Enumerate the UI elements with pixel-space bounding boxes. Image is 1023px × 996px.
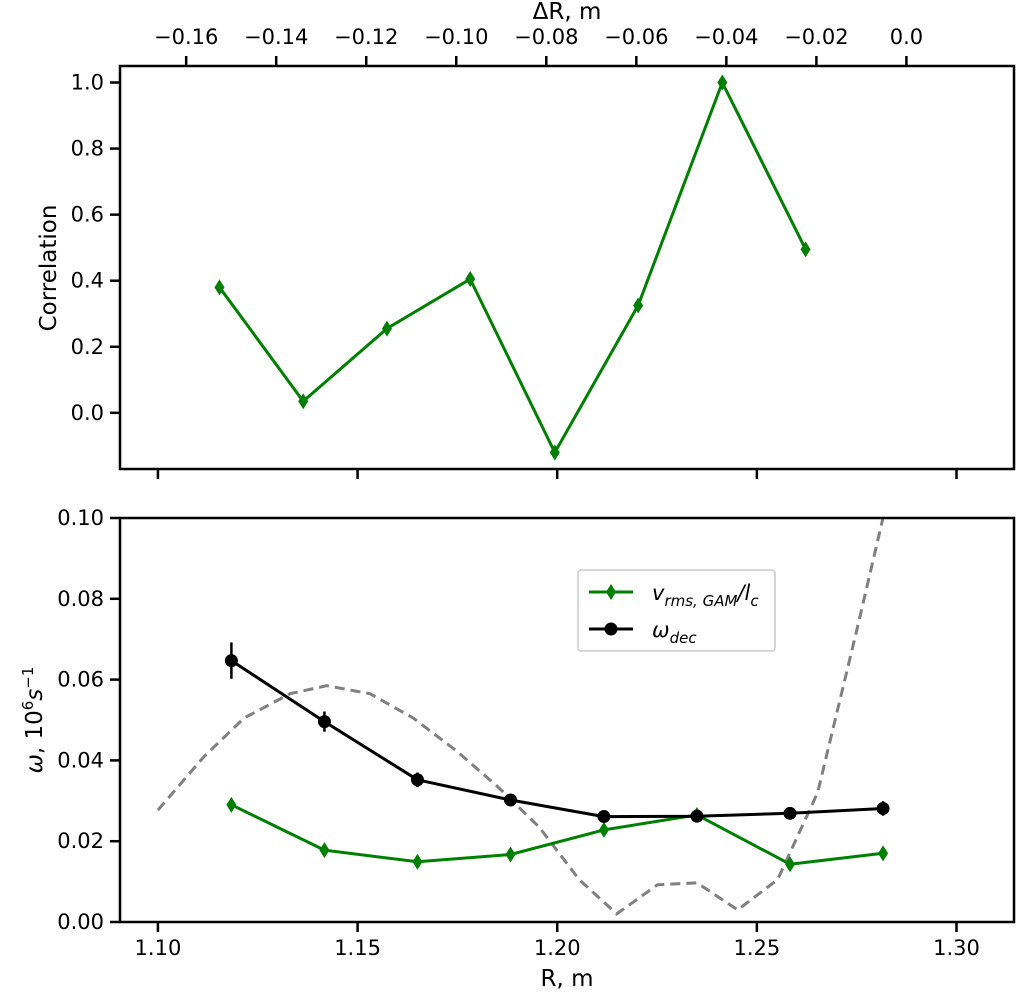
top-y-ticks: 0.0 0.2 0.4 0.6 0.8 1.0 — [71, 71, 120, 425]
vrms-point — [319, 842, 330, 859]
omega-dec-point — [504, 793, 518, 807]
bottom-y-tick-label: 0.04 — [57, 748, 104, 772]
bottom-series-layer — [156, 518, 885, 916]
top-y-tick-label: 0.2 — [71, 335, 104, 359]
legend-label-omega: ωdec — [652, 618, 697, 647]
vrms-point — [785, 856, 796, 873]
bottom-omega-panel: 1.10 1.15 1.20 1.25 1.30 0.000.020.040.060.0… — [19, 506, 1016, 992]
top-y-tick-label: 0.6 — [71, 203, 104, 227]
correlation-line — [218, 81, 807, 454]
top-plot-frame — [118, 64, 1016, 471]
bottom-plot-frame — [118, 516, 1016, 924]
vrms-point — [878, 845, 889, 862]
omega-exp2: −1 — [19, 667, 37, 689]
omega-exp: 6 — [19, 701, 37, 711]
top-axis-tick-label: −0.04 — [694, 25, 758, 49]
correlation-point — [381, 320, 392, 337]
bottom-x-tick-label: 1.20 — [534, 936, 581, 960]
vrms-point — [505, 846, 516, 863]
top-bottom-ticks — [156, 469, 958, 479]
correlation-point — [298, 393, 309, 410]
bottom-x-axis-label: R, m — [540, 966, 593, 992]
dashed-profile-line — [156, 518, 885, 916]
bottom-x-tick-label: 1.10 — [135, 936, 182, 960]
top-axis-tick-label: 0.0 — [890, 25, 923, 49]
top-axis-tick-label: −0.08 — [514, 25, 578, 49]
vrms-point — [598, 821, 609, 838]
bottom-x-tick-label: 1.30 — [933, 936, 980, 960]
omega-dec-point — [876, 801, 890, 815]
correlation-point — [717, 74, 728, 91]
bottom-y-ticks: 0.00 0.02 0.04 0.06 0.08 0.10 — [57, 506, 120, 934]
correlation-point — [800, 241, 811, 258]
bottom-y-tick-label: 0.08 — [57, 587, 104, 611]
omega-symbol: ω — [22, 754, 48, 773]
top-series-layer — [214, 74, 811, 461]
top-y-tick-label: 0.8 — [71, 137, 104, 161]
legend-marker-vrms — [606, 584, 616, 600]
top-y-tick-label: 0.0 — [71, 401, 104, 425]
bottom-y-axis-label: ω, 106s−1 — [19, 667, 48, 774]
top-x-axis-label: ΔR, m — [533, 0, 602, 25]
top-axis-tick-label: −0.06 — [604, 25, 668, 49]
top-axis-tick-label: −0.14 — [244, 25, 308, 49]
omega-dec-point — [783, 806, 797, 820]
omega-unit: , 10 — [22, 710, 48, 754]
correlation-point — [465, 271, 476, 288]
correlation-point — [633, 297, 644, 314]
bottom-y-tick-label: 0.10 — [57, 506, 104, 530]
top-axis-tick-label: −0.02 — [784, 25, 848, 49]
omega-dec-point — [597, 810, 611, 824]
bottom-x-tick-label: 1.25 — [733, 936, 780, 960]
bottom-x-ticks: 1.10 1.15 1.20 1.25 1.30 — [135, 922, 980, 960]
top-axis-tick-label: −0.10 — [424, 25, 488, 49]
top-y-tick-label: 0.4 — [71, 269, 104, 293]
legend-marker-omega — [604, 622, 618, 636]
correlation-point — [214, 279, 225, 296]
legend-label-vrms: vrms, GAM/lc — [652, 581, 759, 610]
top-axis-tick-label: −0.16 — [154, 25, 218, 49]
vrms-line — [230, 803, 884, 866]
top-y-tick-label: 1.0 — [71, 71, 104, 95]
bottom-x-tick-label: 1.15 — [334, 936, 381, 960]
legend-box — [577, 569, 776, 652]
bottom-markers-layer — [224, 642, 890, 873]
top-y-axis-label: Correlation — [36, 205, 62, 332]
omega-dec-point — [410, 773, 424, 787]
omega-s: s — [22, 689, 48, 701]
bottom-y-tick-label: 0.00 — [57, 910, 104, 934]
correlation-point — [549, 444, 560, 461]
omega-dec-point — [690, 809, 704, 823]
top-axis-ticks: −0.16 −0.14 −0.12 −0.10 −0.08 −0.06 −0.04 −0.02… — [154, 25, 923, 66]
omega-dec-line — [230, 659, 884, 819]
vrms-point — [412, 853, 423, 870]
vrms-point — [226, 796, 237, 813]
omega-dec-point — [317, 715, 331, 729]
bottom-y-tick-label: 0.02 — [57, 829, 104, 853]
legend: vrms, GAM/lc ωdec — [577, 569, 776, 652]
omega-dec-point — [224, 654, 238, 668]
top-axis-tick-label: −0.12 — [334, 25, 398, 49]
bottom-y-tick-label: 0.06 — [57, 668, 104, 692]
top-correlation-panel: −0.16 −0.14 −0.12 −0.10 −0.08 −0.06 −0.04 −0.02… — [36, 0, 1016, 479]
